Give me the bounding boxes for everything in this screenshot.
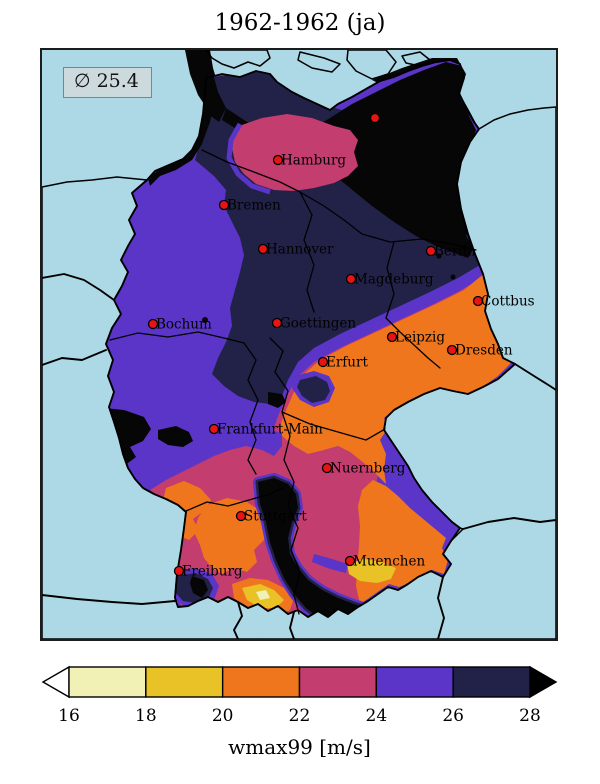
colorbar-axis-label: wmax99 [m/s]	[228, 735, 371, 759]
colorbar-over-arrow	[530, 667, 556, 697]
colorbar-segment	[223, 667, 300, 697]
city-label: Goettingen	[280, 316, 356, 332]
colorbar-tick: 24	[366, 706, 388, 726]
city-label: Freiburg	[182, 564, 243, 580]
figure-title: 1962-1962 (ja)	[0, 10, 600, 36]
city-label: Magdeburg	[354, 272, 434, 288]
colorbar-segment	[376, 667, 453, 697]
colorbar-svg: 16 18 20 22 24 26 28 wmax99 [m/s]	[0, 655, 600, 780]
city-label: Nuernberg	[330, 461, 406, 477]
city-label: Frankfurt-Main	[217, 422, 323, 438]
colorbar-tick: 28	[519, 706, 541, 726]
city-label: Bochum	[156, 317, 212, 333]
colorbar-tick: 26	[442, 706, 464, 726]
colorbar-tick: 16	[58, 706, 80, 726]
colorbar-segment	[69, 667, 146, 697]
city-label: Muenchen	[353, 554, 425, 570]
colorbar-tick: 22	[289, 706, 311, 726]
city-label: Hamburg	[281, 153, 346, 169]
city-label: Cottbus	[481, 294, 535, 310]
colorbar-segment	[146, 667, 223, 697]
colorbar-segment	[453, 667, 530, 697]
city-label: Leipzig	[395, 330, 445, 346]
city-label: Dresden	[455, 343, 513, 359]
map-canvas[interactable]: Hamburg Bremen Hannover BerlinMagdeburg Cott…	[40, 48, 558, 641]
city-label: Stuttgart	[244, 509, 307, 525]
colorbar-tick: 18	[135, 706, 157, 726]
germany-contour-map: Hamburg Bremen Hannover BerlinMagdeburg Cott…	[42, 50, 556, 639]
city-dot	[371, 114, 380, 123]
screenshot-root: { "title": "1962-1962 (ja)", "badge": { …	[0, 0, 600, 780]
colorbar-under-arrow	[43, 667, 69, 697]
city-label: Hannover	[266, 242, 334, 258]
lake-dot-2	[450, 274, 455, 279]
city-label: Bremen	[227, 198, 281, 214]
colorbar-segment	[300, 667, 377, 697]
city-label: Berlin	[434, 244, 476, 260]
colorbar-tick: 20	[212, 706, 234, 726]
colorbar: 16 18 20 22 24 26 28 wmax99 [m/s]	[0, 655, 600, 780]
city-label: Erfurt	[326, 355, 368, 371]
mean-value-badge: ∅ 25.4	[63, 67, 152, 98]
